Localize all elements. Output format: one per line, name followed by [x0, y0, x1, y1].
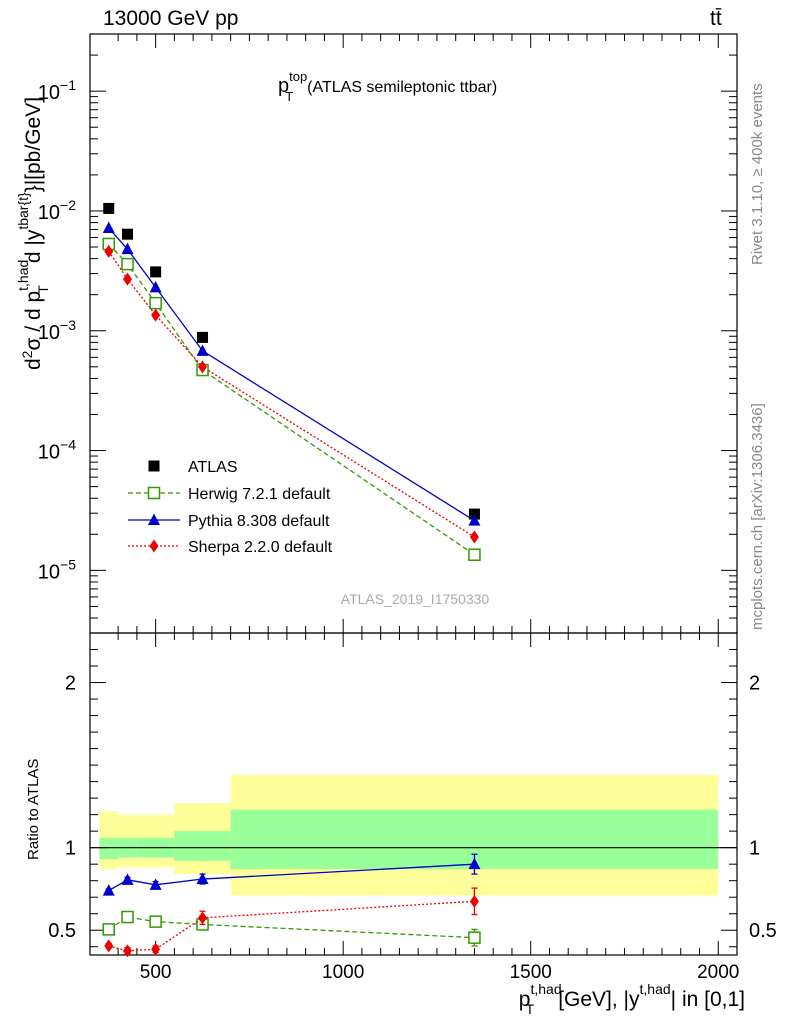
ratio-y-tick-label-right: 2 — [749, 673, 760, 695]
ratio-line-herwig — [108, 916, 475, 939]
main-point-herwig — [468, 548, 481, 561]
ratio-ylabel: Ratio to ATLAS — [25, 759, 42, 860]
legend-marker-herwig — [147, 486, 161, 500]
ratio-point-herwig — [121, 910, 134, 924]
legend-marker-data — [148, 460, 160, 472]
xlabel-sup: t,had — [530, 981, 561, 997]
xlabel-main: p — [519, 988, 531, 1011]
main-point-data — [150, 266, 162, 278]
ratio-point-sherpa — [469, 894, 479, 908]
main-point-sherpa — [151, 308, 161, 322]
main-point-data — [197, 331, 209, 343]
y-tick-label: 10−1 — [38, 77, 76, 104]
ratio-point-herwig — [468, 931, 481, 944]
title-sup: top — [289, 69, 307, 84]
watermark: ATLAS_2019_I1750330 — [341, 591, 490, 607]
ratio-point-sherpa — [123, 944, 133, 958]
main-point-sherpa — [198, 360, 208, 374]
legend-label-pythia: Pythia 8.308 default — [188, 513, 330, 530]
main-point-pythia — [468, 514, 481, 526]
y-tick-label: 10−5 — [38, 556, 76, 583]
ratio-y-tick-label: 0.5 — [48, 920, 76, 942]
ratio-y-tick-label-right: 1 — [749, 838, 760, 860]
ratio-frame — [89, 632, 738, 956]
plot-title: ptop T (ATLAS semileptonic ttbar) — [278, 69, 497, 104]
ratio-point-herwig — [102, 923, 116, 936]
legend-label-herwig: Herwig 7.2.1 default — [188, 486, 331, 503]
ratio-point-pythia — [468, 857, 481, 870]
x-axis-label: pt,had T [GeV], |yt,had| in [0,1] — [519, 981, 745, 1017]
process-label: tt̄ — [710, 7, 722, 30]
ratio-point-pythia — [102, 884, 115, 896]
y-tick-label: 10−4 — [38, 437, 76, 464]
main-point-sherpa — [104, 244, 114, 258]
y-tick-label: 10−3 — [38, 317, 76, 344]
x-tick-label: 500 — [140, 962, 172, 983]
ratio-y-tick-label: 1 — [65, 838, 76, 860]
main-point-pythia — [102, 221, 115, 234]
xlabel-end: | in [0,1] — [671, 988, 745, 1011]
main-line-pythia — [108, 227, 475, 522]
xlabel-sub: T — [526, 1001, 535, 1017]
ratio-line-sherpa — [108, 900, 475, 952]
main-point-pythia — [121, 242, 134, 255]
y-tick-label: 10−2 — [38, 197, 76, 224]
main-point-data — [468, 508, 480, 520]
ratio-point-sherpa — [151, 942, 161, 956]
main-point-pythia — [149, 280, 162, 293]
main-point-herwig — [149, 296, 162, 310]
main-point-sherpa — [123, 272, 133, 286]
mcplots-label: mcplots.cern.ch [arXiv:1306.3436] — [749, 403, 766, 630]
title-sub: T — [285, 89, 293, 104]
ratio-point-pythia — [196, 872, 209, 885]
x-tick-label: 1000 — [322, 962, 364, 983]
ratio-point-pythia — [121, 873, 134, 885]
band-inner-3 — [174, 831, 231, 861]
main-point-sherpa — [469, 530, 479, 544]
xlabel-sup2: t,had — [640, 981, 671, 997]
main-point-data — [103, 202, 115, 214]
main-point-herwig — [121, 257, 134, 271]
ratio-y-tick-label: 2 — [65, 673, 76, 695]
main-point-data — [122, 228, 134, 240]
band-inner-0 — [99, 837, 119, 860]
xlabel-mid: [GeV], |y — [558, 988, 640, 1011]
ratio-y-tick-label-right: 0.5 — [749, 920, 777, 942]
ratio-point-sherpa — [104, 939, 114, 953]
main-point-pythia — [196, 344, 209, 356]
legend-marker-pythia — [148, 513, 160, 525]
main-line-herwig — [108, 243, 475, 556]
ratio-point-sherpa — [198, 911, 208, 925]
rivet-label: Rivet 3.1.10, ≥ 400k events — [749, 83, 766, 265]
legend-label-sherpa: Sherpa 2.2.0 default — [188, 539, 333, 556]
title-rest: (ATLAS semileptonic ttbar) — [307, 79, 497, 96]
energy-label: 13000 GeV pp — [103, 7, 238, 30]
legend-marker-sherpa — [149, 539, 159, 553]
ratio-point-pythia — [149, 878, 162, 890]
x-tick-label: 2000 — [697, 962, 739, 983]
legend-label-data: ATLAS — [188, 459, 238, 476]
x-tick-label: 1500 — [510, 962, 552, 983]
title-main: p — [278, 75, 289, 97]
ratio-point-herwig — [149, 915, 162, 928]
